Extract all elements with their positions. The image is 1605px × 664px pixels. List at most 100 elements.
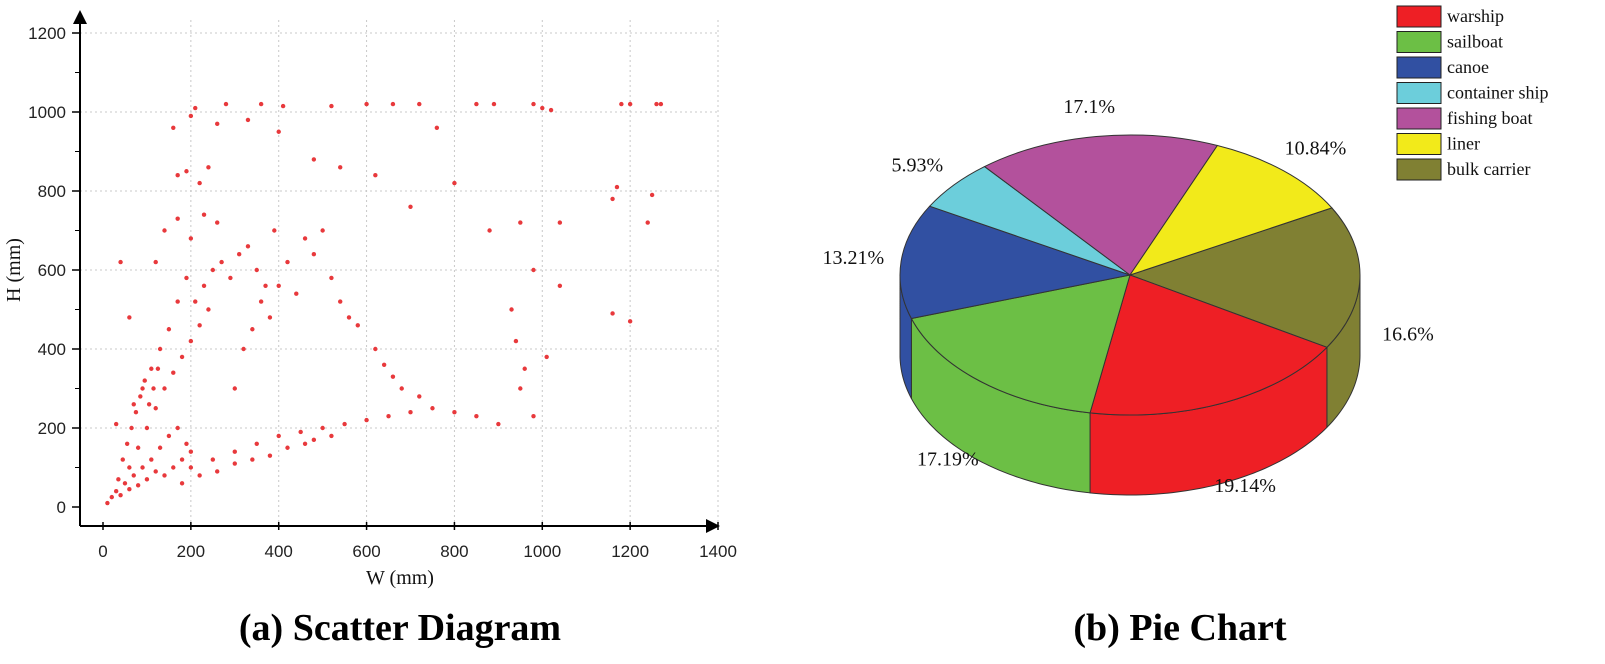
scatter-point xyxy=(188,338,194,344)
scatter-point xyxy=(105,500,110,506)
scatter-point xyxy=(149,366,154,371)
scatter-point xyxy=(184,275,189,281)
scatter-point xyxy=(373,173,378,178)
scatter-point xyxy=(430,406,435,411)
scatter-point xyxy=(232,449,237,454)
scatter-point xyxy=(127,315,132,320)
pie-slice xyxy=(1128,207,1361,348)
scatter-point xyxy=(232,386,237,391)
scatter-point xyxy=(144,425,150,431)
scatter-point xyxy=(320,228,325,233)
scatter-point xyxy=(417,394,422,399)
scatter-point xyxy=(184,169,189,174)
x-axis-arrow xyxy=(706,519,720,533)
scatter-point xyxy=(175,216,180,221)
pie-slice-label: 17.19% xyxy=(917,448,979,470)
scatter-point xyxy=(188,236,194,241)
scatter-point xyxy=(113,489,119,494)
scatter-point xyxy=(155,366,161,371)
scatter-point xyxy=(298,429,303,435)
scatter-points xyxy=(105,101,664,506)
scatter-point xyxy=(175,173,180,178)
y-tick-label: 600 xyxy=(38,261,66,280)
scatter-point xyxy=(135,483,141,488)
scatter-point xyxy=(120,457,125,462)
scatter-point xyxy=(245,117,251,123)
scatter-point xyxy=(531,413,536,419)
scatter-point xyxy=(140,386,145,391)
scatter-point xyxy=(254,441,259,446)
scatter-point xyxy=(302,236,308,241)
scatter-point xyxy=(496,421,501,427)
scatter-point xyxy=(267,315,273,320)
scatter-point xyxy=(193,299,198,304)
scatter-point xyxy=(162,228,167,233)
scatter-point xyxy=(250,327,255,332)
scatter-point xyxy=(113,421,119,427)
scatter-point xyxy=(311,437,317,443)
scatter-point xyxy=(144,477,150,482)
scatter-point xyxy=(127,487,132,492)
x-tick-label: 800 xyxy=(440,542,468,561)
y-tick-label: 1000 xyxy=(28,103,66,122)
scatter-point xyxy=(184,441,189,446)
scatter-point xyxy=(254,267,259,273)
pie-slice-label: 13.21% xyxy=(823,247,885,269)
scatter-point xyxy=(267,453,273,458)
scatter-grid xyxy=(80,20,719,526)
scatter-axes xyxy=(73,10,720,533)
scatter-point xyxy=(232,461,237,466)
scatter-point xyxy=(258,299,264,304)
scatter-point xyxy=(557,283,563,288)
scatter-point xyxy=(219,259,224,265)
pie-labels: 16.6% 19.14% 17.19% 13.21% 5.93% 17.1% 10.84% xyxy=(823,96,1434,497)
scatter-point xyxy=(151,386,156,391)
scatter-point xyxy=(364,101,369,107)
legend-swatch xyxy=(1396,5,1442,28)
scatter-point xyxy=(118,259,123,265)
scatter-point xyxy=(258,101,264,107)
pie-chart: 16.6%19.14%17.19%13.21%5.93%17.1%10.84% … xyxy=(823,5,1548,497)
x-tick-label: 400 xyxy=(265,542,293,561)
x-tick-label: 1200 xyxy=(611,542,649,561)
scatter-point xyxy=(557,220,563,225)
scatter-point xyxy=(373,346,378,352)
scatter-point xyxy=(276,283,281,288)
scatter-point xyxy=(171,125,176,130)
scatter-point xyxy=(658,101,664,107)
scatter-point xyxy=(285,259,290,265)
legend-swatch xyxy=(1396,133,1442,155)
scatter-point xyxy=(157,445,163,450)
legend-label: fishing boat xyxy=(1447,108,1533,128)
scatter-point xyxy=(645,220,650,225)
scatter-point xyxy=(166,433,172,439)
scatter-point xyxy=(276,129,281,134)
scatter-point xyxy=(285,445,290,450)
scatter-point xyxy=(342,421,347,427)
scatter-point xyxy=(109,494,114,500)
legend-swatch xyxy=(1396,82,1442,104)
scatter-point xyxy=(193,105,198,111)
scatter-point xyxy=(175,425,180,431)
legend-label: warship xyxy=(1447,6,1504,26)
y-tick-label: 800 xyxy=(38,182,66,201)
scatter-point xyxy=(153,406,158,411)
legend-label: liner xyxy=(1447,134,1480,154)
scatter-point xyxy=(276,433,281,439)
scatter-point xyxy=(250,457,255,462)
pie-slice xyxy=(983,134,1219,276)
scatter-point xyxy=(146,402,152,407)
scatter-point xyxy=(355,323,360,328)
scatter-point xyxy=(206,307,211,312)
scatter-point xyxy=(540,105,545,111)
legend-label: container ship xyxy=(1447,83,1548,103)
pie-top xyxy=(899,134,1361,416)
y-tick-label: 0 xyxy=(57,498,66,517)
scatter-chart: 0 200 400 600 800 1000 1200 1400 0 200 400 600 800 10… xyxy=(3,10,737,589)
scatter-point xyxy=(627,319,633,324)
scatter-point xyxy=(153,259,158,265)
scatter-point xyxy=(135,445,141,450)
scatter-point xyxy=(311,157,317,162)
scatter-point xyxy=(544,354,549,360)
pie-slice-label: 10.84% xyxy=(1285,137,1347,159)
